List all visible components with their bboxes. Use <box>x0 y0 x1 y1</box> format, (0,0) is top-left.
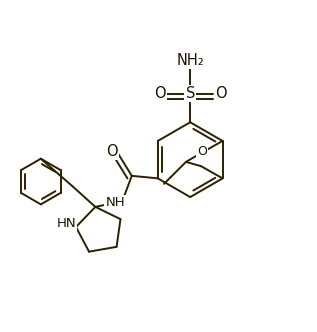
Text: O: O <box>106 144 118 159</box>
Text: O: O <box>197 145 207 158</box>
Text: S: S <box>185 86 195 101</box>
Text: O: O <box>154 86 165 101</box>
Text: NH: NH <box>106 196 125 209</box>
Text: HN: HN <box>57 217 76 230</box>
Text: NH₂: NH₂ <box>176 53 204 68</box>
Text: O: O <box>215 86 226 101</box>
